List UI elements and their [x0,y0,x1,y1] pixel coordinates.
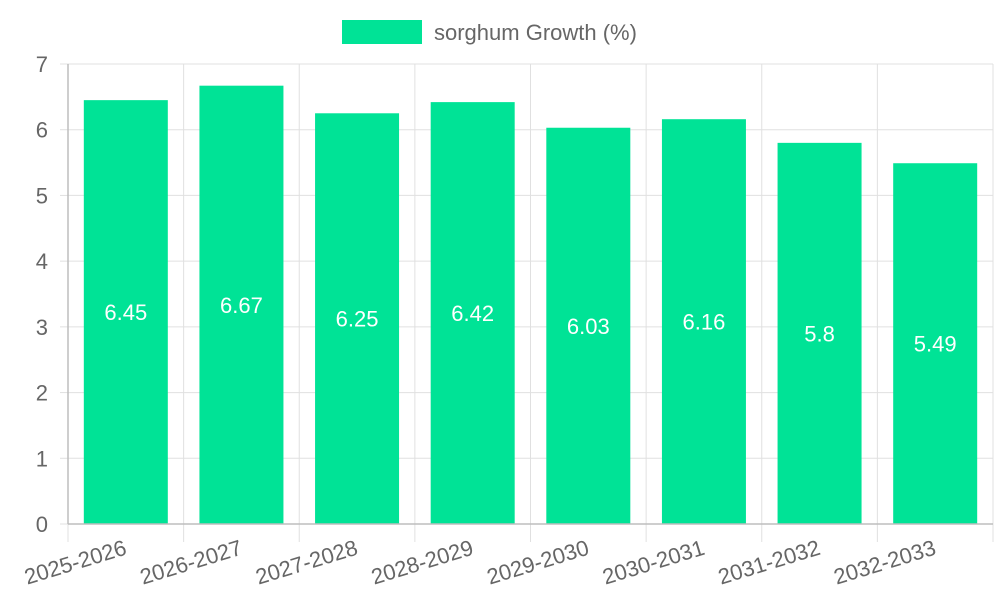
bar-value-label: 6.03 [567,314,610,339]
y-tick-label: 4 [36,249,48,274]
y-tick-label: 6 [36,118,48,143]
bar-value-label: 6.45 [104,300,147,325]
bar[interactable] [199,85,284,524]
bar[interactable] [893,163,978,524]
bar[interactable] [83,100,168,525]
bar[interactable] [315,113,400,525]
y-tick-label: 7 [36,52,48,77]
bar-value-label: 5.49 [914,332,957,357]
bar[interactable] [430,102,515,524]
x-tick-label: 2026-2027 [137,535,245,590]
bar[interactable] [546,127,631,524]
legend-swatch [342,20,422,44]
x-tick-label: 2028-2029 [368,535,476,590]
legend-label: sorghum Growth (%) [434,20,637,45]
axes [67,64,993,525]
y-tick-label: 1 [36,446,48,471]
x-tick-label: 2030-2031 [599,535,707,590]
y-tick-label: 3 [36,315,48,340]
bar-value-label: 6.67 [220,293,263,318]
y-tick-label: 2 [36,381,48,406]
bar-value-label: 6.25 [336,307,379,332]
x-tick-label: 2029-2030 [484,535,592,590]
y-tick-label: 5 [36,183,48,208]
bar-value-label: 6.16 [683,310,726,335]
bar-value-label: 6.42 [451,301,494,326]
x-tick-label: 2025-2026 [21,535,129,590]
x-tick-label: 2031-2032 [715,535,823,590]
x-tick-label: 2027-2028 [253,535,361,590]
legend[interactable]: sorghum Growth (%) [342,20,637,45]
x-tick-label: 2032-2033 [831,535,939,590]
bar[interactable] [661,119,746,524]
bars [83,85,978,525]
bar-value-label: 5.8 [804,321,835,346]
bar[interactable] [777,142,862,524]
y-tick-label: 0 [36,512,48,537]
